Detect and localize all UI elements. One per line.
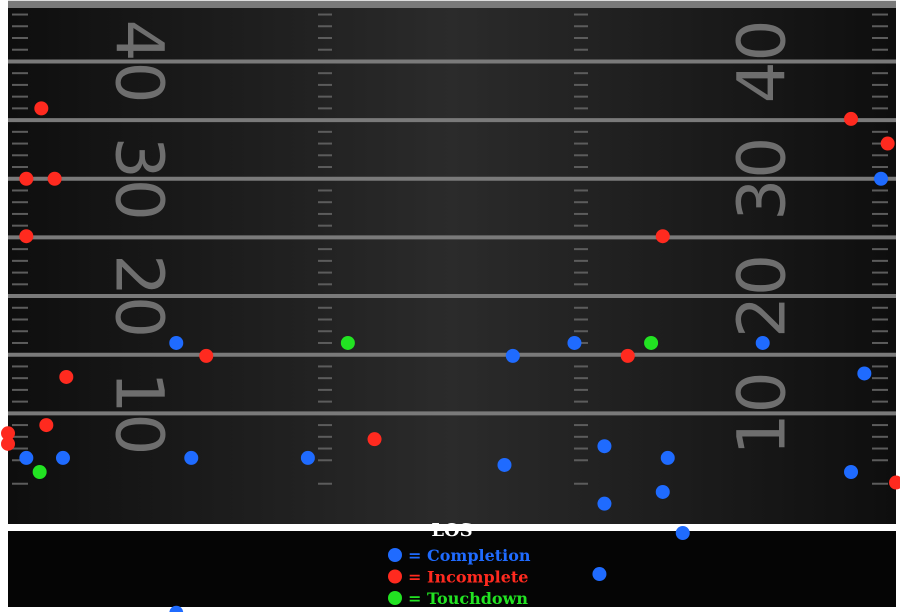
completion-point	[675, 525, 690, 540]
completion-point	[874, 171, 889, 186]
incomplete-point	[19, 229, 34, 244]
legend-completion-marker	[388, 548, 402, 562]
touchdown-point	[340, 335, 355, 350]
completion-point	[660, 450, 675, 465]
completion-point	[505, 348, 520, 363]
completion-point	[597, 496, 612, 511]
field-number-left: 10	[101, 371, 178, 455]
completion-point	[597, 439, 612, 454]
completion-point	[857, 366, 872, 381]
field-number-right: 20	[724, 254, 801, 338]
incomplete-point	[620, 348, 635, 363]
legend-touchdown-label: = Touchdown	[408, 589, 528, 608]
backfield-area	[8, 531, 896, 607]
field-number-right: 10	[724, 371, 801, 455]
completion-point	[592, 567, 607, 582]
incomplete-point	[47, 171, 62, 186]
legend-touchdown-marker	[388, 591, 402, 605]
incomplete-point	[844, 111, 859, 126]
completion-point	[497, 457, 512, 472]
incomplete-point	[880, 136, 895, 151]
touchdown-point	[32, 465, 47, 479]
completion-point	[55, 450, 70, 465]
completion-point	[755, 335, 770, 350]
field-numbers: 10 20 30 40 10 20 30 40	[101, 19, 801, 455]
completion-point	[184, 450, 199, 465]
yard-lines	[8, 0, 896, 416]
hash-marks	[12, 13, 888, 485]
legend-incomplete-marker	[388, 569, 402, 584]
incomplete-point	[889, 475, 900, 490]
legend-incomplete-label: = Incomplete	[408, 568, 528, 587]
incomplete-point	[19, 171, 34, 186]
incomplete-point	[1, 436, 15, 451]
incomplete-point	[367, 432, 382, 447]
legend-completion-label: = Completion	[408, 546, 531, 565]
completion-point	[844, 465, 859, 479]
incomplete-point	[1, 426, 15, 441]
field-number-left: 40	[101, 19, 178, 103]
completion-point	[567, 335, 582, 350]
legend: = Completion = Incomplete = Touchdown	[388, 546, 531, 608]
completion-point	[19, 450, 34, 465]
completion-point	[300, 450, 315, 465]
completion-point	[655, 484, 670, 499]
field-area	[8, 2, 896, 524]
incomplete-point	[655, 229, 670, 244]
completion-point	[169, 605, 184, 612]
field-number-left: 30	[101, 137, 178, 221]
touchdown-point	[644, 335, 659, 350]
incomplete-point	[59, 369, 74, 384]
los-label: LOS	[431, 520, 472, 541]
incomplete-point	[199, 348, 214, 363]
field-number-right: 30	[724, 137, 801, 221]
incomplete-point	[34, 101, 49, 116]
incomplete-point	[39, 418, 54, 433]
field-number-right: 40	[724, 19, 801, 103]
completion-point	[169, 335, 184, 350]
field-number-left: 20	[101, 254, 178, 338]
